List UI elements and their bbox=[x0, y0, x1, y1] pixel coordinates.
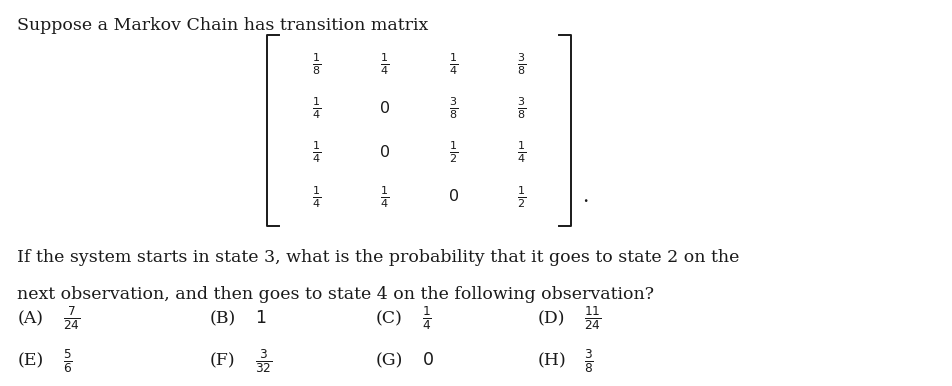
Text: (E): (E) bbox=[17, 352, 44, 369]
Text: $\frac{1}{4}$: $\frac{1}{4}$ bbox=[311, 95, 321, 121]
Text: $0$: $0$ bbox=[379, 100, 390, 117]
Text: (D): (D) bbox=[538, 310, 565, 327]
Text: (A): (A) bbox=[17, 310, 43, 327]
Text: $\frac{1}{4}$: $\frac{1}{4}$ bbox=[422, 305, 431, 332]
Text: Suppose a Markov Chain has transition matrix: Suppose a Markov Chain has transition ma… bbox=[17, 17, 428, 34]
Text: .: . bbox=[583, 187, 589, 207]
Text: (F): (F) bbox=[209, 352, 235, 369]
Text: $\frac{1}{8}$: $\frac{1}{8}$ bbox=[311, 51, 321, 76]
Text: (C): (C) bbox=[376, 310, 403, 327]
Text: $\frac{3}{8}$: $\frac{3}{8}$ bbox=[517, 51, 526, 76]
Text: $\frac{1}{2}$: $\frac{1}{2}$ bbox=[517, 184, 526, 210]
Text: $\frac{3}{8}$: $\frac{3}{8}$ bbox=[448, 95, 458, 121]
Text: $\frac{1}{4}$: $\frac{1}{4}$ bbox=[380, 184, 389, 210]
Text: $\frac{1}{4}$: $\frac{1}{4}$ bbox=[380, 51, 389, 76]
Text: $\frac{11}{24}$: $\frac{11}{24}$ bbox=[584, 305, 601, 332]
Text: $\frac{3}{8}$: $\frac{3}{8}$ bbox=[584, 347, 593, 375]
Text: $\frac{1}{4}$: $\frac{1}{4}$ bbox=[311, 140, 321, 165]
Text: $\frac{1}{2}$: $\frac{1}{2}$ bbox=[448, 140, 458, 165]
Text: $\frac{5}{6}$: $\frac{5}{6}$ bbox=[63, 347, 72, 375]
Text: If the system starts in state 3, what is the probability that it goes to state 2: If the system starts in state 3, what is… bbox=[17, 249, 740, 266]
Text: (B): (B) bbox=[209, 310, 236, 327]
Text: $\frac{1}{4}$: $\frac{1}{4}$ bbox=[448, 51, 458, 76]
Text: (H): (H) bbox=[538, 352, 566, 369]
Text: $\frac{1}{4}$: $\frac{1}{4}$ bbox=[517, 140, 526, 165]
Text: $\frac{3}{32}$: $\frac{3}{32}$ bbox=[255, 347, 272, 375]
Text: $0$: $0$ bbox=[379, 144, 390, 161]
Text: $0$: $0$ bbox=[447, 188, 459, 205]
Text: next observation, and then goes to state 4 on the following observation?: next observation, and then goes to state… bbox=[17, 286, 654, 303]
Text: $0$: $0$ bbox=[422, 352, 433, 369]
Text: $\frac{7}{24}$: $\frac{7}{24}$ bbox=[63, 305, 80, 332]
Text: $\frac{1}{4}$: $\frac{1}{4}$ bbox=[311, 184, 321, 210]
Text: $\frac{3}{8}$: $\frac{3}{8}$ bbox=[517, 95, 526, 121]
Text: $1$: $1$ bbox=[255, 310, 267, 327]
Text: (G): (G) bbox=[376, 352, 404, 369]
